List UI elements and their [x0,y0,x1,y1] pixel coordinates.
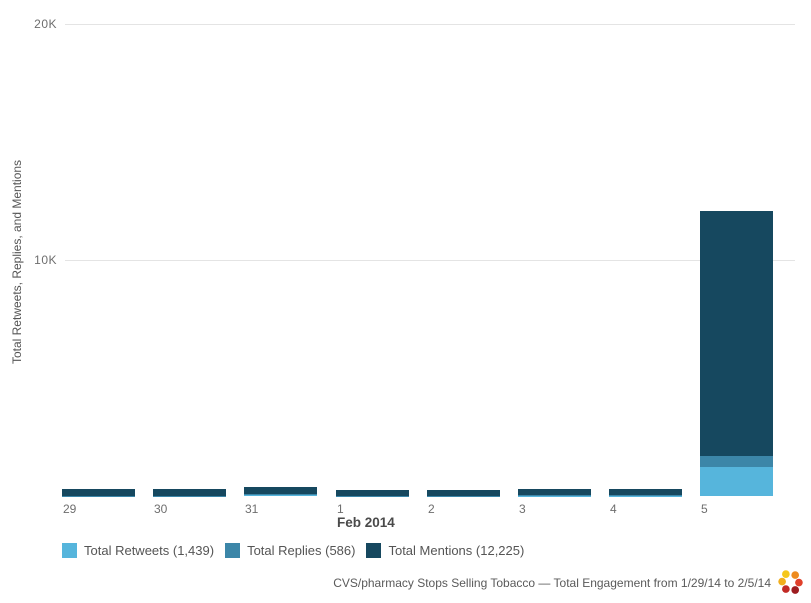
bar-segment[interactable] [244,493,317,495]
chart-footer: CVS/pharmacy Stops Selling Tobacco — Tot… [333,569,805,597]
legend-item[interactable]: Total Mentions (12,225) [366,543,524,558]
bar-segment[interactable] [700,210,773,457]
bar-segment[interactable] [609,495,682,497]
bar-segment[interactable] [336,490,409,496]
logo-dot [782,585,790,593]
logo-dot [778,577,786,586]
legend-label: Total Retweets (1,439) [84,543,215,558]
bar-segment[interactable] [427,490,500,496]
bar-segment[interactable] [153,489,226,496]
legend-item[interactable]: Total Replies (586) [225,543,355,558]
bar-segment[interactable] [244,494,317,497]
bar-segment[interactable] [153,495,226,497]
legend-swatch-icon [62,543,77,558]
bar-segment[interactable] [336,495,409,497]
bar-segment[interactable] [244,486,317,494]
bar-segment[interactable] [700,456,773,468]
x-tick-label: 1 [337,502,344,516]
y-tick-label: 20K [34,17,57,31]
gridline-10K [65,260,795,261]
gridline-20K [65,24,795,25]
legend-item[interactable]: Total Retweets (1,439) [62,543,214,558]
x-tick-label: 4 [610,502,617,516]
footer-caption: CVS/pharmacy Stops Selling Tobacco — Tot… [333,576,771,590]
bar-segment[interactable] [62,489,135,496]
bar-segment[interactable] [609,489,682,496]
bar-segment[interactable] [700,467,773,497]
x-tick-label: 29 [63,502,77,516]
y-axis-title: Total Retweets, Replies, and Mentions [10,159,24,365]
logo-dot [795,578,803,587]
bar-segment[interactable] [62,495,135,497]
bar-segment[interactable] [518,489,591,496]
x-tick-label: 3 [519,502,526,516]
x-tick-label: 31 [245,502,259,516]
brand-logo-icon [778,570,803,594]
legend-swatch-icon [366,543,382,558]
legend-swatch-icon [225,543,241,558]
bar-segment[interactable] [518,495,591,497]
bar-segment[interactable] [427,495,500,497]
logo-dot [791,586,800,594]
x-tick-label: 30 [154,502,168,516]
legend: Total Retweets (1,439) Total Replies (586… [62,543,535,558]
x-tick-label: 2 [428,502,435,516]
legend-label: Total Mentions (12,225) [388,543,525,558]
y-tick-label: 10K [34,253,57,267]
logo-dot [791,571,800,579]
legend-label: Total Replies (586) [247,543,356,558]
x-tick-label: 5 [701,502,708,516]
x-axis-title: Feb 2014 [337,515,395,530]
logo-dot [782,570,790,578]
